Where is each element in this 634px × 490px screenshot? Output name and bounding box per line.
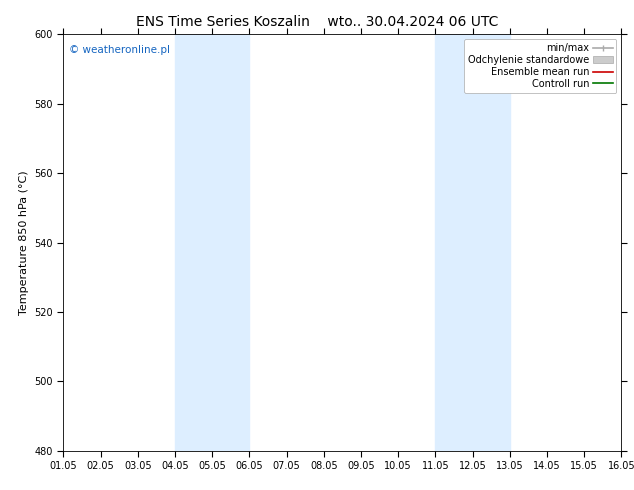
Bar xyxy=(175,34,249,451)
Y-axis label: Temperature 850 hPa (°C): Temperature 850 hPa (°C) xyxy=(19,170,29,315)
Text: ENS Time Series Koszalin    wto.. 30.04.2024 06 UTC: ENS Time Series Koszalin wto.. 30.04.202… xyxy=(136,15,498,29)
Legend: min/max, Odchylenie standardowe, Ensemble mean run, Controll run: min/max, Odchylenie standardowe, Ensembl… xyxy=(464,39,616,93)
Bar xyxy=(436,34,510,451)
Text: © weatheronline.pl: © weatheronline.pl xyxy=(69,45,170,55)
